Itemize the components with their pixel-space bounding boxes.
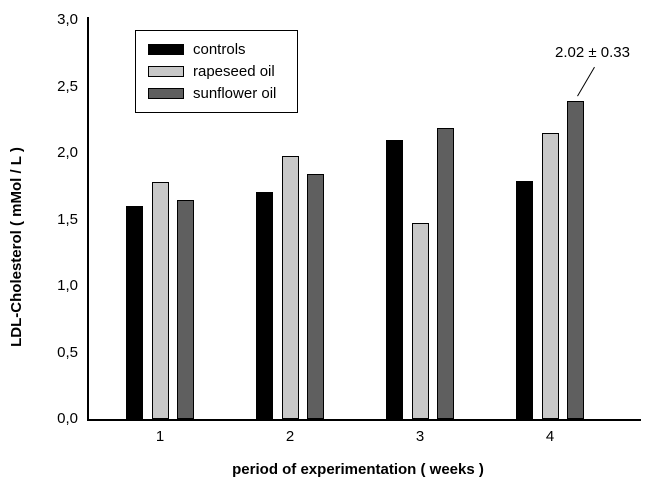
y-tick-label: 1,0 (57, 277, 78, 294)
bar-rapeseed-oil-week-4 (541, 133, 559, 419)
bar-controls-week-2 (256, 191, 273, 419)
bar-sunflower-oil-week-1 (177, 199, 194, 419)
y-tick-label: 1,5 (57, 210, 78, 228)
y-axis-line (87, 17, 89, 421)
bar-rapeseed-oil-week-3 (411, 223, 429, 419)
x-axis-title: period of experimentation ( weeks ) (232, 461, 484, 478)
x-tick-label: 4 (545, 428, 555, 445)
y-tick-label: 0,5 (57, 343, 78, 361)
x-axis-line (87, 419, 641, 421)
legend-item-rapeseed-oil: rapeseed oil (148, 62, 297, 80)
legend-swatch-sunflower-oil (148, 88, 184, 99)
x-tick-label: 3 (415, 428, 425, 445)
bar-sunflower-oil-week-3 (437, 127, 454, 419)
y-tick-label: 0,0 (57, 410, 78, 427)
legend-swatch-controls (148, 44, 184, 55)
y-tick-label: 3,0 (57, 11, 78, 28)
bar-sunflower-oil-week-4 (567, 101, 584, 419)
legend-item-controls: controls (148, 40, 297, 58)
legend-label-sunflower-oil: sunflower oil (193, 84, 277, 102)
bar-controls-week-3 (386, 139, 403, 419)
bar-controls-week-4 (516, 180, 533, 419)
legend-swatch-rapeseed-oil (148, 66, 184, 77)
x-tick-label: 2 (285, 428, 295, 445)
bar-sunflower-oil-week-2 (307, 174, 324, 419)
y-tick-label: 2,0 (57, 144, 78, 161)
legend-label-rapeseed-oil: rapeseed oil (193, 62, 275, 80)
y-axis-title: LDL-Cholesterol ( mMol / L ) (8, 147, 25, 347)
bar-rapeseed-oil-week-2 (281, 155, 299, 419)
y-tick-label: 2,5 (57, 77, 78, 95)
legend-label-controls: controls (193, 40, 246, 58)
legend-item-sunflower-oil: sunflower oil (148, 84, 297, 102)
x-tick-label: 1 (155, 428, 165, 445)
legend: controls rapeseed oil sunflower oil (135, 30, 298, 113)
bar-controls-week-1 (126, 206, 143, 419)
annotation-label: 2.02 ± 0.33 (555, 44, 630, 61)
bar-rapeseed-oil-week-1 (151, 182, 169, 419)
